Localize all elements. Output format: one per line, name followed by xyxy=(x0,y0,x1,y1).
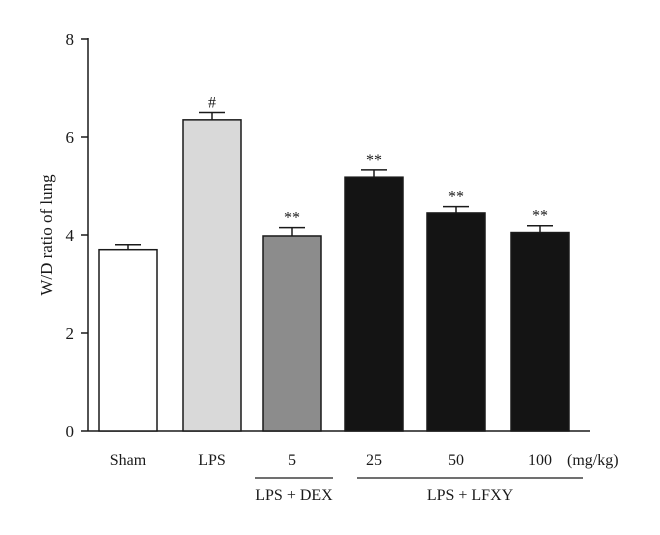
significance-markers: # ** ** ** ** xyxy=(208,95,548,227)
bar-5 xyxy=(510,231,570,432)
unit-label: (mg/kg) xyxy=(567,452,619,469)
y-axis-label: W/D ratio of lung xyxy=(37,174,56,296)
bar-1 xyxy=(182,119,242,432)
category-label-4: 50 xyxy=(448,452,464,469)
y-tick-label: 8 xyxy=(66,30,75,49)
error-bars xyxy=(115,111,553,250)
significance-marker-3: ** xyxy=(366,152,382,169)
y-tick-label: 6 xyxy=(66,128,75,147)
error-bar-1 xyxy=(199,111,225,120)
category-label-3: 25 xyxy=(366,452,382,469)
significance-marker-4: ** xyxy=(448,189,464,206)
significance-marker-1: # xyxy=(208,95,216,112)
axes: 0 2 4 6 8 xyxy=(66,30,590,441)
category-label-5: 100 xyxy=(528,452,552,469)
group-label-1: LPS + LFXY xyxy=(427,487,514,504)
error-bar-2 xyxy=(279,226,305,236)
bar-0 xyxy=(98,248,158,432)
group-label-0: LPS + DEX xyxy=(255,487,333,504)
bars xyxy=(98,119,570,432)
bar-4 xyxy=(426,212,486,432)
category-labels: Sham LPS 5 25 50 100 xyxy=(110,452,552,469)
category-label-2: 5 xyxy=(288,452,296,469)
y-tick-label: 4 xyxy=(66,226,75,245)
significance-marker-2: ** xyxy=(284,210,300,227)
error-bar-4 xyxy=(443,205,469,213)
error-bar-3 xyxy=(361,169,387,178)
bar-2 xyxy=(262,235,322,432)
group-labels: LPS + DEX LPS + LFXY xyxy=(255,477,583,504)
y-tick-label: 2 xyxy=(66,324,75,343)
bar-3 xyxy=(344,176,404,432)
error-bar-5 xyxy=(527,224,553,233)
y-tick-label: 0 xyxy=(66,422,75,441)
significance-marker-5: ** xyxy=(532,208,548,225)
category-label-1: LPS xyxy=(198,452,226,469)
error-bar-0 xyxy=(115,244,141,250)
category-label-0: Sham xyxy=(110,452,147,469)
